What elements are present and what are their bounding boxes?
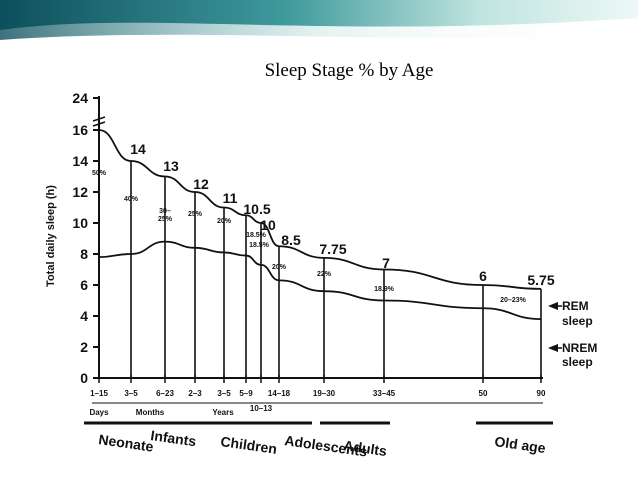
x-tick-label: 14–18	[268, 389, 291, 398]
total-sleep-label: 10.5	[243, 201, 270, 217]
age-group-label: Infants	[150, 427, 198, 449]
x-tick-label: 3–5	[217, 389, 231, 398]
x-tick-label: 1–15	[90, 389, 108, 398]
total-sleep-label: 14	[130, 141, 146, 157]
x-tick-label: 50	[479, 389, 488, 398]
x-tick-label: 6–23	[156, 389, 174, 398]
rem-percent-label: 25%	[188, 211, 203, 218]
y-tick-label: 4	[80, 308, 88, 324]
rem-annotation-line2: sleep	[562, 314, 593, 328]
rem-percent-label: 18.5%	[246, 232, 267, 239]
x-tick-label: 3–5	[124, 389, 138, 398]
rem-percent-label-cont: 25%	[158, 216, 173, 223]
y-tick-label: 8	[80, 246, 88, 262]
x-tick-label: 19–30	[313, 389, 336, 398]
nrem-series-line	[98, 240, 542, 320]
age-group-label: Neonate	[98, 431, 155, 455]
y-tick-label: 0	[80, 370, 88, 386]
x-unit-label: Days	[89, 408, 109, 417]
rem-series-line	[98, 129, 542, 290]
header-banner	[0, 0, 638, 48]
total-sleep-label: 11	[223, 190, 238, 206]
total-sleep-label: 10	[260, 217, 276, 233]
y-tick-label: 16	[72, 122, 88, 138]
rem-percent-label: 40%	[124, 196, 139, 203]
rem-arrow	[548, 302, 558, 310]
rem-percent-label: 20–23%	[500, 297, 526, 304]
x-tick-label: 33–45	[373, 389, 396, 398]
total-sleep-label: 8.5	[281, 232, 301, 248]
total-sleep-label: 12	[193, 176, 209, 192]
rem-percent-label: 18.9%	[374, 286, 395, 293]
nrem-arrow	[548, 344, 558, 352]
nrem-annotation: NREM	[562, 341, 597, 355]
y-tick-label: 14	[72, 153, 88, 169]
y-tick-label: 24	[72, 90, 88, 106]
slide-title: Sleep Stage % by Age	[264, 60, 434, 81]
rem-percent-label: 20%	[272, 264, 287, 271]
x-unit-label: Years	[212, 408, 234, 417]
rem-percent-label: 18.5%	[249, 242, 270, 249]
total-sleep-label: 5.75	[527, 272, 554, 288]
axis-break-mark	[92, 116, 106, 127]
x-tick-label: 5–9	[239, 389, 253, 398]
rem-annotation: REM	[562, 299, 589, 313]
x-tick-label: 90	[537, 389, 546, 398]
x-unit-label: Months	[136, 408, 165, 417]
age-group-label: Adults	[343, 437, 389, 459]
y-tick-label: 6	[80, 277, 88, 293]
rem-percent-label: 20%	[217, 218, 232, 225]
y-tick-label: 10	[72, 215, 88, 231]
total-sleep-label: 7.75	[319, 241, 346, 257]
total-sleep-label: 6	[479, 268, 487, 284]
age-group-label: Old age	[494, 433, 547, 456]
total-sleep-label: 7	[382, 255, 390, 271]
total-sleep-label: 13	[163, 158, 179, 174]
nrem-annotation-line2: sleep	[562, 355, 593, 369]
rem-percent-label: 50%	[92, 170, 107, 177]
y-tick-label: 12	[72, 184, 88, 200]
x-tick-label: 2–3	[188, 389, 202, 398]
rem-percent-label: 30–	[159, 208, 171, 215]
rem-percent-label: 22%	[317, 271, 332, 278]
x-tick-label: 10–13	[250, 404, 273, 413]
y-tick-label: 2	[80, 339, 88, 355]
age-group-label: Children	[220, 433, 278, 457]
y-axis-label: Total daily sleep (h)	[45, 185, 57, 287]
